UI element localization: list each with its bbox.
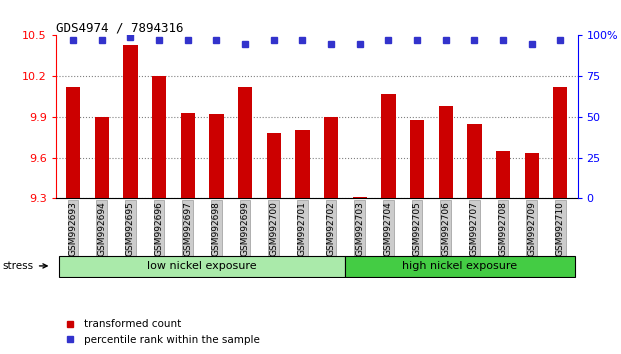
Bar <box>553 87 568 198</box>
FancyBboxPatch shape <box>59 257 345 277</box>
Legend: transformed count, percentile rank within the sample: transformed count, percentile rank withi… <box>61 315 264 349</box>
Text: GSM992708: GSM992708 <box>499 201 507 256</box>
Text: GSM992709: GSM992709 <box>527 201 536 256</box>
Text: GSM992695: GSM992695 <box>126 201 135 256</box>
Bar <box>266 133 281 198</box>
Text: stress: stress <box>3 261 47 271</box>
Bar <box>295 130 309 198</box>
Bar <box>123 45 138 198</box>
Bar <box>181 113 195 198</box>
Text: GSM992694: GSM992694 <box>97 201 106 256</box>
Bar <box>438 106 453 198</box>
Bar <box>410 120 424 198</box>
Text: GSM992710: GSM992710 <box>556 201 565 256</box>
Text: GSM992704: GSM992704 <box>384 201 393 256</box>
Bar <box>525 153 539 198</box>
Text: GSM992699: GSM992699 <box>240 201 250 256</box>
Text: GDS4974 / 7894316: GDS4974 / 7894316 <box>56 21 183 34</box>
Bar <box>152 76 166 198</box>
Bar <box>238 87 252 198</box>
Text: GSM992706: GSM992706 <box>441 201 450 256</box>
Text: high nickel exposure: high nickel exposure <box>402 261 517 271</box>
Bar <box>209 114 224 198</box>
Text: GSM992702: GSM992702 <box>327 201 335 256</box>
Bar <box>353 197 367 198</box>
Text: GSM992705: GSM992705 <box>412 201 422 256</box>
Bar <box>381 94 396 198</box>
Bar <box>94 117 109 198</box>
Bar <box>467 124 481 198</box>
Text: GSM992700: GSM992700 <box>270 201 278 256</box>
Text: GSM992693: GSM992693 <box>68 201 78 256</box>
Bar <box>496 151 510 198</box>
Bar <box>324 117 338 198</box>
Text: low nickel exposure: low nickel exposure <box>147 261 257 271</box>
Bar <box>66 87 80 198</box>
FancyBboxPatch shape <box>345 257 574 277</box>
Text: GSM992697: GSM992697 <box>183 201 193 256</box>
Text: GSM992703: GSM992703 <box>355 201 364 256</box>
Text: GSM992698: GSM992698 <box>212 201 221 256</box>
Text: GSM992701: GSM992701 <box>298 201 307 256</box>
Text: GSM992707: GSM992707 <box>470 201 479 256</box>
Text: GSM992696: GSM992696 <box>155 201 163 256</box>
